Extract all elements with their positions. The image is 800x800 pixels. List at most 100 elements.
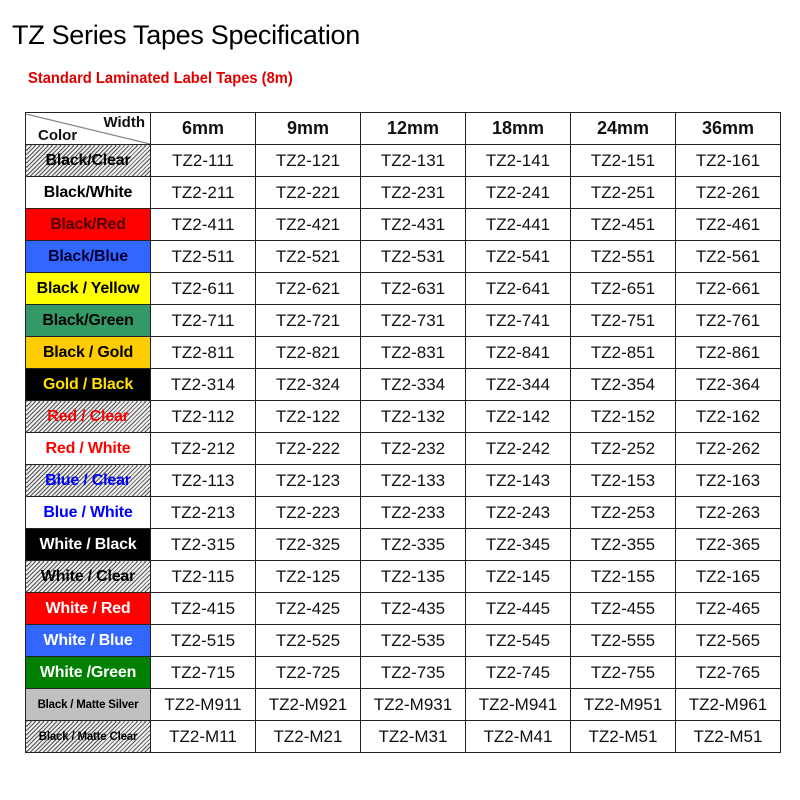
tape-code: TZ2-252 bbox=[570, 432, 676, 465]
tape-code: TZ2-143 bbox=[465, 464, 571, 497]
width-column-header: 6mm bbox=[150, 112, 256, 145]
table-row: Black/Green TZ2-711 TZ2-721 TZ2-731 TZ2-741 T… bbox=[25, 304, 781, 337]
tape-code: TZ2-M11 bbox=[150, 720, 256, 753]
color-label: White /Green bbox=[25, 656, 151, 689]
tape-code: TZ2-344 bbox=[465, 368, 571, 401]
tape-code: TZ2-851 bbox=[570, 336, 676, 369]
tape-code: TZ2-315 bbox=[150, 528, 256, 561]
tape-code: TZ2-755 bbox=[570, 656, 676, 689]
tape-code: TZ2-M31 bbox=[360, 720, 466, 753]
color-label: Black / Gold bbox=[25, 336, 151, 369]
tape-code: TZ2-831 bbox=[360, 336, 466, 369]
color-label: Black / Matte Silver bbox=[25, 688, 151, 721]
color-label: Red / Clear bbox=[25, 400, 151, 433]
tape-code: TZ2-M931 bbox=[360, 688, 466, 721]
tape-code: TZ2-355 bbox=[570, 528, 676, 561]
tape-code: TZ2-221 bbox=[255, 176, 361, 209]
tape-code: TZ2-161 bbox=[675, 144, 781, 177]
tape-code: TZ2-243 bbox=[465, 496, 571, 529]
table-row: White / Blue TZ2-515 TZ2-525 TZ2-535 TZ2-545… bbox=[25, 624, 781, 657]
tape-code: TZ2-715 bbox=[150, 656, 256, 689]
table-row: Red / White TZ2-212 TZ2-222 TZ2-232 TZ2-242 T… bbox=[25, 432, 781, 465]
tape-code: TZ2-661 bbox=[675, 272, 781, 305]
tape-code: TZ2-334 bbox=[360, 368, 466, 401]
tape-code: TZ2-451 bbox=[570, 208, 676, 241]
tape-code: TZ2-621 bbox=[255, 272, 361, 305]
tape-code: TZ2-745 bbox=[465, 656, 571, 689]
tape-code: TZ2-425 bbox=[255, 592, 361, 625]
tape-code: TZ2-651 bbox=[570, 272, 676, 305]
tape-code: TZ2-515 bbox=[150, 624, 256, 657]
tape-code: TZ2-251 bbox=[570, 176, 676, 209]
tape-code: TZ2-531 bbox=[360, 240, 466, 273]
tape-code: TZ2-365 bbox=[675, 528, 781, 561]
tape-code: TZ2-261 bbox=[675, 176, 781, 209]
tape-code: TZ2-541 bbox=[465, 240, 571, 273]
tape-code: TZ2-131 bbox=[360, 144, 466, 177]
tape-code: TZ2-465 bbox=[675, 592, 781, 625]
table-row: White / Black TZ2-315 TZ2-325 TZ2-335 TZ2-34… bbox=[25, 528, 781, 561]
tape-code: TZ2-354 bbox=[570, 368, 676, 401]
tape-code: TZ2-142 bbox=[465, 400, 571, 433]
tape-code: TZ2-461 bbox=[675, 208, 781, 241]
tape-code: TZ2-M921 bbox=[255, 688, 361, 721]
tape-code: TZ2-841 bbox=[465, 336, 571, 369]
tape-code: TZ2-211 bbox=[150, 176, 256, 209]
table-row: Black/Clear TZ2-111 TZ2-121 TZ2-131 TZ2-141 T… bbox=[25, 144, 781, 177]
tape-code: TZ2-222 bbox=[255, 432, 361, 465]
width-column-header: 24mm bbox=[570, 112, 676, 145]
tape-code: TZ2-M941 bbox=[465, 688, 571, 721]
tape-code: TZ2-324 bbox=[255, 368, 361, 401]
color-header: Color bbox=[38, 126, 78, 144]
tape-code: TZ2-411 bbox=[150, 208, 256, 241]
tape-code: TZ2-153 bbox=[570, 464, 676, 497]
table-row: Black/Red TZ2-411 TZ2-421 TZ2-431 TZ2-441 TZ2… bbox=[25, 208, 781, 241]
tape-code: TZ2-631 bbox=[360, 272, 466, 305]
tape-code: TZ2-152 bbox=[570, 400, 676, 433]
tape-code: TZ2-233 bbox=[360, 496, 466, 529]
table-row: Black / Yellow TZ2-611 TZ2-621 TZ2-631 TZ2-6… bbox=[25, 272, 781, 305]
tape-code: TZ2-M21 bbox=[255, 720, 361, 753]
tape-code: TZ2-212 bbox=[150, 432, 256, 465]
tape-code: TZ2-151 bbox=[570, 144, 676, 177]
tape-code: TZ2-314 bbox=[150, 368, 256, 401]
color-label: Black / Matte Clear bbox=[25, 720, 151, 753]
tape-code: TZ2-641 bbox=[465, 272, 571, 305]
tape-code: TZ2-M51 bbox=[675, 720, 781, 753]
tape-code: TZ2-861 bbox=[675, 336, 781, 369]
page-title: TZ Series Tapes Specification bbox=[12, 20, 360, 50]
table-row: Blue / White TZ2-213 TZ2-223 TZ2-233 TZ2-243… bbox=[25, 496, 781, 529]
color-label: Black/Blue bbox=[25, 240, 151, 273]
width-header: Width bbox=[103, 113, 145, 131]
tape-code: TZ2-213 bbox=[150, 496, 256, 529]
tape-spec-table: Width Color 6mm 9mm 12mm 18mm 24mm 36mm … bbox=[25, 112, 781, 753]
tape-code: TZ2-325 bbox=[255, 528, 361, 561]
color-label: Gold / Black bbox=[25, 368, 151, 401]
tape-code: TZ2-555 bbox=[570, 624, 676, 657]
tape-code: TZ2-565 bbox=[675, 624, 781, 657]
tape-code: TZ2-145 bbox=[465, 560, 571, 593]
width-column-header: 12mm bbox=[360, 112, 466, 145]
tape-code: TZ2-122 bbox=[255, 400, 361, 433]
color-label: White / Clear bbox=[25, 560, 151, 593]
tape-code: TZ2-435 bbox=[360, 592, 466, 625]
tape-code: TZ2-231 bbox=[360, 176, 466, 209]
tape-code: TZ2-263 bbox=[675, 496, 781, 529]
tape-code: TZ2-123 bbox=[255, 464, 361, 497]
tape-code: TZ2-431 bbox=[360, 208, 466, 241]
tape-code: TZ2-761 bbox=[675, 304, 781, 337]
tape-code: TZ2-711 bbox=[150, 304, 256, 337]
tape-code: TZ2-525 bbox=[255, 624, 361, 657]
tape-code: TZ2-115 bbox=[150, 560, 256, 593]
tape-code: TZ2-232 bbox=[360, 432, 466, 465]
tape-code: TZ2-741 bbox=[465, 304, 571, 337]
tape-code: TZ2-725 bbox=[255, 656, 361, 689]
tape-code: TZ2-141 bbox=[465, 144, 571, 177]
color-label: Black/Green bbox=[25, 304, 151, 337]
tape-code: TZ2-262 bbox=[675, 432, 781, 465]
tape-code: TZ2-345 bbox=[465, 528, 571, 561]
tape-code: TZ2-721 bbox=[255, 304, 361, 337]
tape-code: TZ2-155 bbox=[570, 560, 676, 593]
color-label: White / Blue bbox=[25, 624, 151, 657]
tape-code: TZ2-731 bbox=[360, 304, 466, 337]
